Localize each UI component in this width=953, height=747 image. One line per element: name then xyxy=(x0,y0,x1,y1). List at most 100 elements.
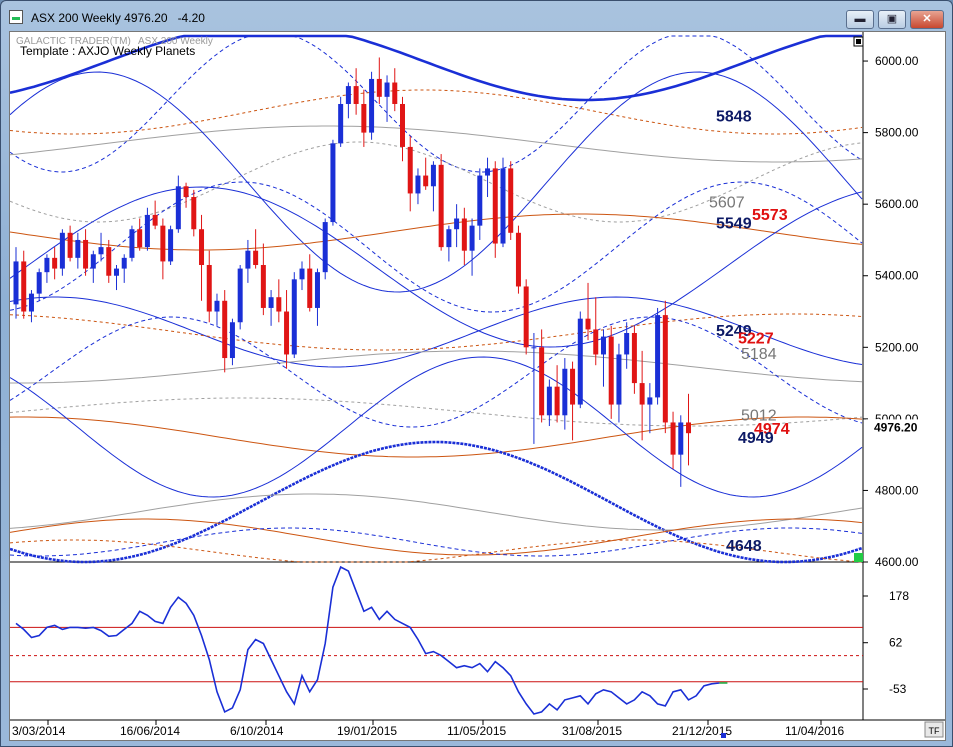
candle-body xyxy=(353,86,359,104)
planet-line xyxy=(9,527,863,557)
oscillator-axis-ticks: 178 62 -53 xyxy=(863,589,909,696)
candle-body xyxy=(59,232,65,269)
candle-body xyxy=(546,386,552,416)
planet-line xyxy=(9,539,863,563)
level-label: 5184 xyxy=(741,346,777,363)
candle-body xyxy=(152,214,158,226)
candle-body xyxy=(98,247,104,255)
osc-tick-label: 62 xyxy=(889,636,903,650)
candle-body xyxy=(83,239,89,269)
candle-body xyxy=(75,239,81,258)
candle-body xyxy=(400,103,405,147)
level-label: 5573 xyxy=(752,207,788,224)
candle-body xyxy=(600,336,606,355)
price-tick-label: 4600.00 xyxy=(875,555,919,569)
candle-body xyxy=(647,397,653,405)
planet-line xyxy=(9,518,863,556)
candle-body xyxy=(593,329,599,355)
candle-body xyxy=(229,322,235,359)
close-button[interactable]: ✕ xyxy=(910,10,944,29)
minimize-button[interactable]: ▬ xyxy=(846,10,874,29)
candle-body xyxy=(585,318,591,330)
candle-body xyxy=(562,368,568,416)
oscillator-pane xyxy=(10,565,863,715)
price-tick-label: 4800.00 xyxy=(875,483,919,497)
planet-line xyxy=(9,89,863,135)
level-label: 5227 xyxy=(738,331,774,348)
candle-body xyxy=(299,268,305,280)
planet-line xyxy=(9,296,863,368)
scroll-marker-icon[interactable] xyxy=(721,733,726,738)
candle-body xyxy=(345,86,351,104)
tf-button[interactable] xyxy=(924,721,944,738)
restore-button[interactable]: ▣ xyxy=(878,10,906,29)
date-tick-label: 11/04/2016 xyxy=(785,724,844,738)
candle-body xyxy=(655,315,661,398)
candle-body xyxy=(36,272,42,294)
candlestick-series xyxy=(13,57,692,487)
date-tick-label: 3/03/2014 xyxy=(12,724,66,738)
candle-body xyxy=(330,143,336,223)
candle-body xyxy=(686,422,692,434)
date-tick-label: 16/06/2014 xyxy=(120,724,180,738)
candle-body xyxy=(276,297,282,312)
candle-body xyxy=(523,286,529,348)
candle-body xyxy=(461,218,467,251)
candle-body xyxy=(260,265,266,308)
instrument-label: ASX 200 Weekly xyxy=(138,36,213,47)
candle-body xyxy=(678,422,684,455)
candle-body xyxy=(492,168,498,244)
candle-body xyxy=(13,261,19,305)
chart-background xyxy=(10,32,945,740)
candle-body xyxy=(531,347,537,349)
candle-body xyxy=(113,268,119,276)
planet-line xyxy=(9,213,863,251)
level-label: 5607 xyxy=(709,195,745,212)
candle-body xyxy=(168,229,174,262)
candle-body xyxy=(608,336,614,405)
candle-body xyxy=(222,300,228,359)
candle-body xyxy=(21,261,27,312)
window-title: ASX 200 Weekly 4976.20 -4.20 xyxy=(31,11,205,25)
planet-line xyxy=(9,397,863,427)
candle-body xyxy=(361,103,367,133)
candle-body xyxy=(454,218,460,230)
planetary-lines xyxy=(9,34,863,564)
candle-body xyxy=(307,268,313,308)
level-label: 5012 xyxy=(741,408,777,425)
candle-body xyxy=(369,78,375,133)
price-tick-label: 5800.00 xyxy=(875,126,919,140)
candle-body xyxy=(500,168,506,244)
candle-body xyxy=(515,232,521,287)
candle-body xyxy=(28,293,34,312)
candle-body xyxy=(245,250,251,269)
candle-body xyxy=(284,311,290,355)
candle-body xyxy=(430,164,436,187)
candle-body xyxy=(577,318,583,405)
planet-line xyxy=(9,125,863,163)
planet-line xyxy=(9,493,863,531)
current-price-box xyxy=(866,419,944,436)
candle-body xyxy=(485,168,491,176)
candle-body xyxy=(106,247,112,276)
pane-resize-handle[interactable] xyxy=(854,553,863,562)
candle-body xyxy=(670,422,676,455)
title-bar[interactable]: ASX 200 Weekly 4976.20 -4.20 ▬ ▣ ✕ xyxy=(1,1,952,33)
candle-body xyxy=(44,257,50,273)
template-label: Template : AXJO Weekly Planets xyxy=(20,44,195,58)
date-tick-label: 19/01/2015 xyxy=(337,724,397,738)
window-title-text: ASX 200 Weekly 4976.20 xyxy=(31,11,168,25)
planet-line xyxy=(9,71,863,293)
candle-body xyxy=(199,229,205,266)
price-tick-label: 5600.00 xyxy=(875,197,919,211)
candle-body xyxy=(90,254,96,269)
candle-body xyxy=(662,315,668,423)
planet-line xyxy=(9,416,863,458)
candle-body xyxy=(67,232,73,258)
level-label: 5249 xyxy=(716,323,752,340)
level-label: 4949 xyxy=(738,430,774,447)
candle-body xyxy=(384,82,390,97)
price-tick-label: 6000.00 xyxy=(875,54,919,68)
osc-tick-label: -53 xyxy=(889,682,907,696)
